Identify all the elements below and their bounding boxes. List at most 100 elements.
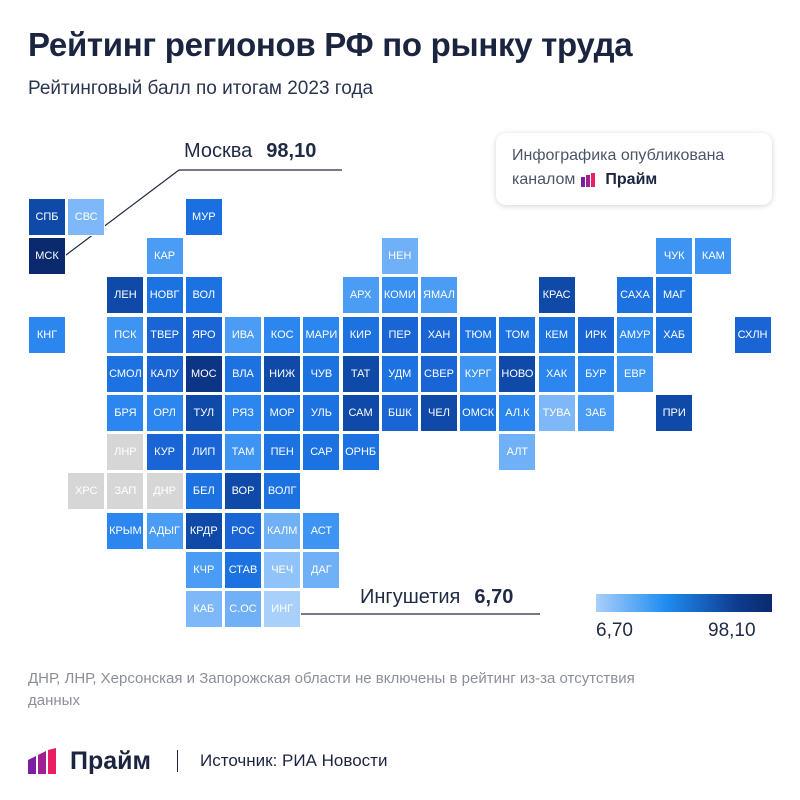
region-tile-70: ХРС bbox=[67, 472, 106, 511]
region-tile-71: ЗАП bbox=[106, 472, 145, 511]
page-title: Рейтинг регионов РФ по рынку труда bbox=[28, 26, 633, 63]
region-tile-82: КЧР bbox=[184, 550, 223, 589]
region-tile-7: КАМ bbox=[694, 237, 733, 276]
region-tile-26: ХАН bbox=[420, 315, 458, 354]
region-tile-27: ТЮМ bbox=[459, 315, 498, 354]
region-tile-88: ИНГ bbox=[263, 590, 302, 628]
region-tile-78: КРДР bbox=[184, 511, 223, 550]
region-tile-25: ПЕР bbox=[380, 315, 419, 354]
region-tile-47: ЕВР bbox=[616, 354, 654, 393]
region-tile-19: ТВЕР bbox=[145, 315, 184, 354]
region-tile-72: ДНР bbox=[145, 472, 184, 511]
ingushetia-callout: Ингушетия 6,70 bbox=[360, 586, 513, 609]
region-tile-74: ВОР bbox=[224, 472, 262, 511]
region-tile-41: УДМ bbox=[380, 354, 419, 393]
ingushetia-callout-value: 6,70 bbox=[474, 586, 514, 608]
region-tile-35: КАЛУ bbox=[145, 354, 184, 393]
region-tile-6: ЧУК bbox=[655, 237, 694, 276]
region-tile-53: УЛЬ bbox=[302, 394, 341, 432]
page-subtitle: Рейтинговый балл по итогам 2023 года bbox=[28, 78, 374, 99]
region-tile-45: ХАК bbox=[537, 354, 576, 393]
moscow-callout-value: 98,10 bbox=[266, 140, 317, 162]
region-tile-55: БШК bbox=[380, 394, 419, 432]
region-tile-22: КОС bbox=[263, 315, 302, 354]
legend-max-label: 98,10 bbox=[708, 620, 756, 641]
region-tile-37: ВЛА bbox=[224, 354, 262, 393]
region-tile-59: ТУВА bbox=[537, 394, 576, 432]
region-tile-67: САР bbox=[302, 433, 341, 472]
region-tile-0: СПБ bbox=[28, 198, 66, 236]
region-tile-63: КУР bbox=[145, 433, 184, 472]
region-tile-40: ТАТ bbox=[341, 354, 380, 393]
region-tile-48: БРЯ bbox=[106, 394, 145, 432]
region-tile-36: МОС bbox=[184, 354, 223, 393]
region-tile-38: НИЖ bbox=[263, 354, 302, 393]
region-tile-32: ХАБ bbox=[655, 315, 694, 354]
region-tile-85: ДАГ bbox=[302, 550, 341, 589]
region-tile-44: НОВО bbox=[498, 354, 537, 393]
region-tile-68: ОРНБ bbox=[341, 433, 380, 472]
publication-brand: Прайм bbox=[605, 171, 658, 188]
region-tile-18: ПСК bbox=[106, 315, 145, 354]
region-tile-77: АДЫГ bbox=[145, 511, 184, 550]
region-tile-29: КЕМ bbox=[537, 315, 576, 354]
region-tile-13: ЯМАЛ bbox=[420, 276, 458, 315]
region-tile-3: МСК bbox=[28, 237, 66, 276]
region-tile-60: ЗАБ bbox=[576, 394, 615, 432]
region-tile-17: КНГ bbox=[28, 315, 66, 354]
region-tile-76: КРЫМ bbox=[106, 511, 145, 550]
region-tile-62: ЛНР bbox=[106, 433, 145, 472]
region-tile-5: НЕН bbox=[380, 237, 419, 276]
region-tile-15: САХА bbox=[616, 276, 654, 315]
footnote: ДНР, ЛНР, Херсонская и Запорожская облас… bbox=[28, 670, 635, 709]
region-tile-61: ПРИ bbox=[655, 394, 694, 432]
region-tile-43: КУРГ bbox=[459, 354, 498, 393]
region-tile-34: СМОЛ bbox=[106, 354, 145, 393]
footer: Прайм Источник: РИА Новости bbox=[28, 744, 387, 778]
legend-min-label: 6,70 bbox=[596, 620, 633, 641]
publication-text: Инфографика опубликована bbox=[512, 147, 725, 164]
region-tile-84: ЧЕЧ bbox=[263, 550, 302, 589]
region-tile-4: КАР bbox=[145, 237, 184, 276]
region-tile-9: НОВГ bbox=[145, 276, 184, 315]
region-tile-57: ОМСК bbox=[459, 394, 498, 432]
footer-brand: Прайм bbox=[70, 746, 152, 775]
region-tile-28: ТОМ bbox=[498, 315, 537, 354]
region-tile-23: МАРИ bbox=[302, 315, 341, 354]
region-tile-66: ПЕН bbox=[263, 433, 302, 472]
region-tile-80: КАЛМ bbox=[263, 511, 302, 550]
region-tile-24: КИР bbox=[341, 315, 380, 354]
region-tile-49: ОРЛ bbox=[145, 394, 184, 432]
region-tile-86: КАБ bbox=[184, 590, 223, 628]
ingushetia-callout-name: Ингушетия bbox=[360, 586, 461, 608]
region-tile-52: МОР bbox=[263, 394, 302, 432]
region-tile-11: АРХ bbox=[341, 276, 380, 315]
region-tile-69: АЛТ bbox=[498, 433, 537, 472]
region-tile-10: ВОЛ bbox=[184, 276, 223, 315]
region-tile-81: АСТ bbox=[302, 511, 341, 550]
region-tile-33: СХЛН bbox=[733, 315, 772, 354]
source-text: Источник: РИА Новости bbox=[200, 751, 388, 770]
region-tile-42: СВЕР bbox=[420, 354, 458, 393]
region-tile-21: ИВА bbox=[224, 315, 262, 354]
footer-divider bbox=[177, 750, 179, 772]
region-tile-14: КРАС bbox=[537, 276, 576, 315]
region-tile-31: АМУР bbox=[616, 315, 654, 354]
region-tile-16: МАГ bbox=[655, 276, 694, 315]
region-tile-30: ИРК bbox=[576, 315, 615, 354]
region-tile-12: КОМИ bbox=[380, 276, 419, 315]
region-tile-73: БЕЛ bbox=[184, 472, 223, 511]
prime-logo-icon bbox=[28, 748, 56, 774]
region-tile-83: СТАВ bbox=[224, 550, 262, 589]
legend-gradient-bar bbox=[596, 594, 772, 612]
region-tile-20: ЯРО bbox=[184, 315, 223, 354]
region-tile-75: ВОЛГ bbox=[263, 472, 302, 511]
publication-channel-row: каналом Прайм bbox=[512, 171, 657, 189]
region-tile-39: ЧУВ bbox=[302, 354, 341, 393]
prime-logo-icon bbox=[581, 173, 596, 187]
publication-card: Инфографика опубликована каналом Прайм bbox=[496, 133, 772, 205]
region-tile-58: АЛ.К bbox=[498, 394, 537, 432]
moscow-callout-name: Москва bbox=[184, 140, 253, 162]
publication-channel-label: каналом bbox=[512, 171, 576, 188]
